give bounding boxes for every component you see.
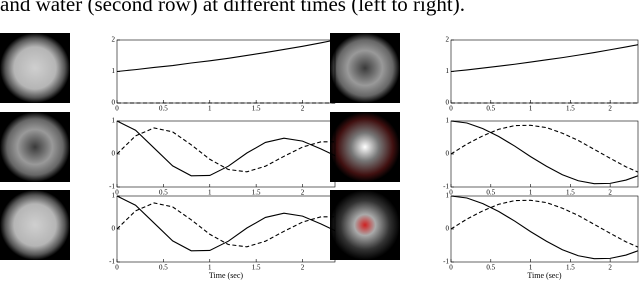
y-tick-label: 1: [112, 192, 116, 200]
line-series: [450, 44, 639, 73]
y-tick-label: -1: [443, 183, 449, 191]
plot-frame: [116, 195, 336, 263]
x-tick-label: 0.5: [486, 264, 495, 272]
y-tick-label: 1: [446, 117, 450, 125]
y-tick-label: -1: [443, 258, 449, 266]
plot-frame: [450, 195, 639, 263]
image: [330, 190, 400, 260]
y-tick-label: -1: [109, 258, 115, 266]
x-tick-label: 2: [608, 264, 612, 272]
line-series: [116, 127, 335, 173]
line-series: [116, 39, 336, 73]
x-tick-label: 1: [208, 189, 212, 197]
line-series: [116, 195, 336, 252]
x-tick-label: 1: [208, 105, 212, 113]
x-tick-label: 0: [115, 105, 119, 113]
x-tick-label: 0.5: [159, 105, 168, 113]
images: [0, 33, 400, 260]
y-tick-label: 1: [112, 117, 116, 125]
x-tick-label: 0.5: [486, 105, 495, 113]
x-tick-label: 1: [529, 264, 533, 272]
x-tick-label: 0: [115, 264, 119, 272]
y-tick-label: 0: [112, 150, 116, 158]
x-tick-label: 0.5: [159, 189, 168, 197]
x-tick-label: 2: [608, 105, 612, 113]
image: [330, 112, 400, 182]
x-tick-label: 2: [301, 105, 305, 113]
y-tick-label: 0: [112, 99, 116, 107]
x-tick-label: 0: [449, 264, 453, 272]
image: [0, 33, 70, 103]
y-tick-label: 0: [446, 99, 450, 107]
caption: and water (second row) at different time…: [0, 0, 465, 16]
x-tick-label: 1: [529, 189, 533, 197]
image: [330, 33, 400, 103]
y-tick-label: 0: [446, 225, 450, 233]
line-series: [116, 120, 336, 177]
y-tick-label: 1: [112, 67, 116, 75]
y-tick-label: 0: [446, 150, 450, 158]
y-tick-label: 2: [446, 36, 450, 44]
x-tick-label: 2: [301, 264, 305, 272]
x-tick-label: 1.5: [566, 105, 575, 113]
x-tick-label: 0.5: [486, 189, 495, 197]
x-tick-label: 1.5: [252, 264, 261, 272]
y-tick-label: -1: [109, 183, 115, 191]
x-tick-label: 1.5: [252, 189, 261, 197]
x-axis-label: Time (sec): [527, 271, 561, 280]
y-tick-label: 1: [446, 192, 450, 200]
x-tick-label: 0: [449, 105, 453, 113]
x-tick-label: 0: [449, 189, 453, 197]
y-tick-label: 0: [112, 225, 116, 233]
x-tick-label: 0: [115, 189, 119, 197]
image: [0, 190, 70, 260]
x-tick-label: 1.5: [566, 189, 575, 197]
x-tick-label: 1.5: [566, 264, 575, 272]
x-tick-label: 1.5: [252, 105, 261, 113]
plot-frame: [116, 39, 336, 104]
x-tick-label: 0.5: [159, 264, 168, 272]
y-tick-label: 2: [112, 36, 116, 44]
x-axis-label: Time (sec): [209, 271, 243, 280]
x-tick-label: 1: [529, 105, 533, 113]
image: [0, 112, 70, 182]
line-series: [116, 202, 335, 248]
x-tick-label: 2: [608, 189, 612, 197]
plot-frame: [116, 120, 336, 188]
line-series: [450, 195, 639, 260]
x-tick-label: 1: [208, 264, 212, 272]
plot-frame: [450, 120, 639, 188]
line-series: [450, 120, 639, 185]
y-tick-label: 1: [446, 67, 450, 75]
x-tick-label: 2: [301, 189, 305, 197]
